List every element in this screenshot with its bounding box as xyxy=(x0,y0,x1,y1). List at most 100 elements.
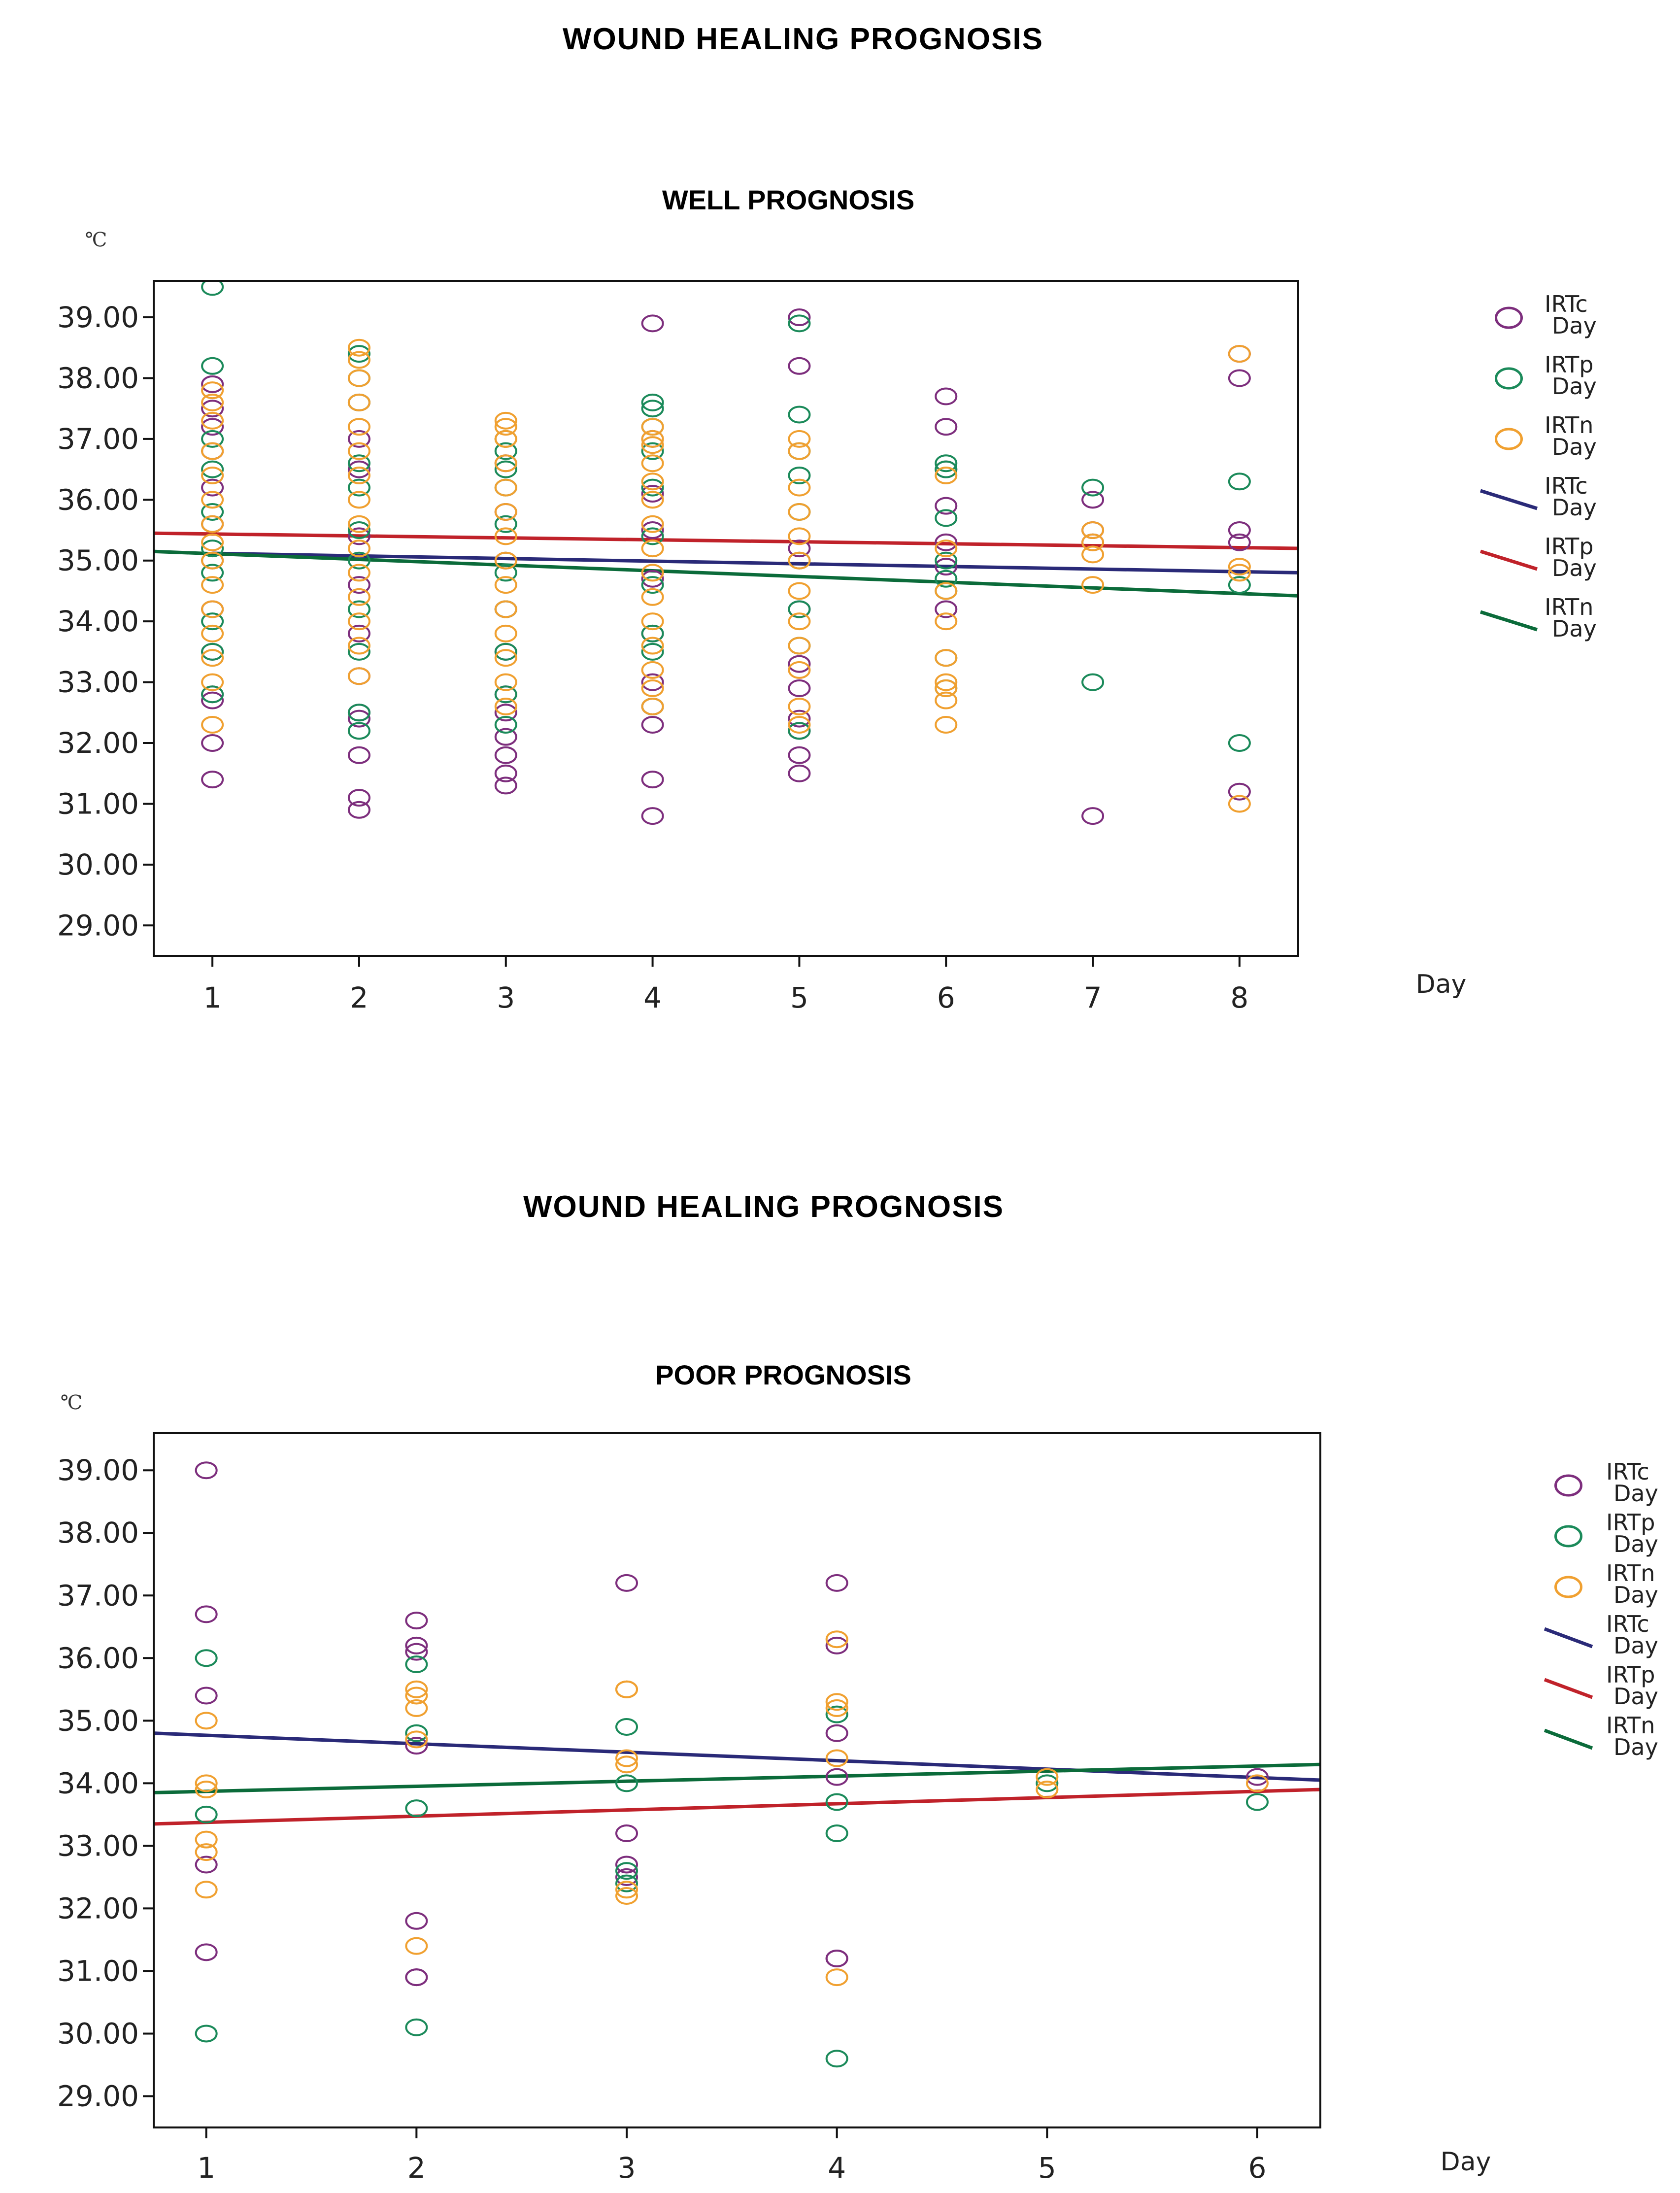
y-tick-label: 39.00 xyxy=(57,301,139,334)
legend-marker-irtp xyxy=(1554,1525,1582,1548)
data-point-irtn xyxy=(405,1730,428,1749)
plot-frame xyxy=(153,1432,1321,2128)
data-point-irtp xyxy=(347,722,370,740)
data-point-irtp xyxy=(201,282,224,296)
data-point-irtn xyxy=(494,600,517,618)
data-point-irtn xyxy=(825,1749,848,1767)
data-point-irtn xyxy=(788,661,811,679)
data-point-irtn xyxy=(494,478,517,497)
y-tick-label: 37.00 xyxy=(57,422,139,456)
data-point-irtp xyxy=(1228,576,1251,594)
data-point-irtn xyxy=(641,454,664,472)
data-point-irtp xyxy=(347,454,370,472)
plot-frame xyxy=(153,280,1299,957)
data-point-irtp xyxy=(195,1805,218,1823)
data-point-irtc xyxy=(935,387,958,405)
data-point-irtc xyxy=(405,1737,428,1755)
data-point-irtn xyxy=(347,369,370,387)
legend-label: IRTc xyxy=(1606,1611,1649,1637)
data-point-irtp xyxy=(195,1649,218,1667)
data-point-irtp xyxy=(195,2024,218,2043)
data-point-irtc xyxy=(347,576,370,594)
data-point-irtn xyxy=(641,564,664,582)
legend-sublabel: Day xyxy=(1552,494,1597,521)
data-point-irtc xyxy=(825,1574,848,1592)
data-point-irtc xyxy=(788,540,811,558)
data-point-irtn xyxy=(1228,795,1251,813)
data-point-irtc xyxy=(347,527,370,545)
data-point-irtn xyxy=(201,624,224,642)
y-tick-label: 33.00 xyxy=(57,666,139,699)
data-point-irtn xyxy=(201,393,224,411)
data-point-irtn xyxy=(347,637,370,655)
data-point-irtn xyxy=(347,466,370,484)
fit-line-irtn xyxy=(155,1762,1319,1794)
data-point-irtp xyxy=(347,551,370,570)
page-title-top: WOUND HEALING PROGNOSIS xyxy=(563,22,1043,56)
data-point-irtp xyxy=(494,715,517,734)
y-tick-label: 34.00 xyxy=(57,1766,139,1800)
data-point-irtp xyxy=(641,527,664,545)
y-tick-label: 29.00 xyxy=(57,909,139,942)
legend-label: IRTp xyxy=(1606,1509,1655,1536)
data-point-irtp xyxy=(494,564,517,582)
data-point-irtn xyxy=(825,1968,848,1987)
data-point-irtc xyxy=(405,1643,428,1661)
legend-sublabel: Day xyxy=(1613,1582,1658,1608)
data-point-irtc xyxy=(788,357,811,375)
data-point-irtn xyxy=(494,649,517,667)
data-point-irtc xyxy=(195,1943,218,1961)
data-point-irtp xyxy=(201,642,224,661)
data-point-irtc xyxy=(788,308,811,327)
data-point-irtp xyxy=(615,1862,638,1880)
data-point-irtn xyxy=(347,667,370,685)
data-point-irtn xyxy=(201,491,224,509)
data-point-irtp xyxy=(825,2050,848,2068)
legend-sublabel: Day xyxy=(1552,373,1597,400)
data-point-irtc xyxy=(641,570,664,588)
data-point-irtp xyxy=(641,576,664,594)
data-point-irtc xyxy=(1081,491,1105,509)
y-tick-label: 38.00 xyxy=(57,1516,139,1550)
data-point-irtc xyxy=(347,789,370,807)
data-point-irtp xyxy=(494,442,517,460)
data-point-irtp xyxy=(405,1655,428,1673)
data-point-irtn xyxy=(788,442,811,460)
data-point-irtp xyxy=(347,600,370,618)
x-tick-label: 6 xyxy=(1248,2151,1267,2185)
data-point-irtp xyxy=(347,521,370,540)
legend-label: IRTn xyxy=(1606,1712,1655,1739)
data-point-irtn xyxy=(935,466,958,484)
y-tick-label: 32.00 xyxy=(57,726,139,760)
data-point-irtn xyxy=(195,1712,218,1730)
legend-line-irtn xyxy=(1544,1728,1593,1750)
data-point-irtn xyxy=(347,338,370,357)
data-point-irtn xyxy=(788,503,811,521)
plot-area xyxy=(155,1461,1319,2068)
data-point-irtc xyxy=(494,746,517,764)
y-tick-label: 32.00 xyxy=(57,1891,139,1925)
data-point-irtn xyxy=(195,1774,218,1792)
data-point-irtp xyxy=(201,430,224,448)
fit-line-irtn xyxy=(155,549,1297,598)
data-point-irtn xyxy=(494,454,517,472)
legend-label: IRTc xyxy=(1545,472,1588,499)
data-point-irtn xyxy=(494,418,517,436)
data-point-irtp xyxy=(201,503,224,521)
data-point-irtp xyxy=(935,551,958,570)
data-point-irtn xyxy=(935,679,958,697)
data-point-irtc xyxy=(405,1968,428,1987)
data-point-irtp xyxy=(201,357,224,375)
data-point-irtn xyxy=(641,588,664,606)
y-tick-label: 31.00 xyxy=(57,1954,139,1988)
data-point-irtn xyxy=(935,540,958,558)
data-point-irtc xyxy=(494,728,517,746)
y-tick-label: 30.00 xyxy=(57,848,139,881)
legend-marker-irtc xyxy=(1554,1474,1582,1497)
x-tick-label: 2 xyxy=(350,981,368,1014)
data-point-irtp xyxy=(641,400,664,418)
data-point-irtp xyxy=(1036,1774,1059,1792)
data-point-irtn xyxy=(788,715,811,734)
data-point-irtp xyxy=(935,454,958,472)
